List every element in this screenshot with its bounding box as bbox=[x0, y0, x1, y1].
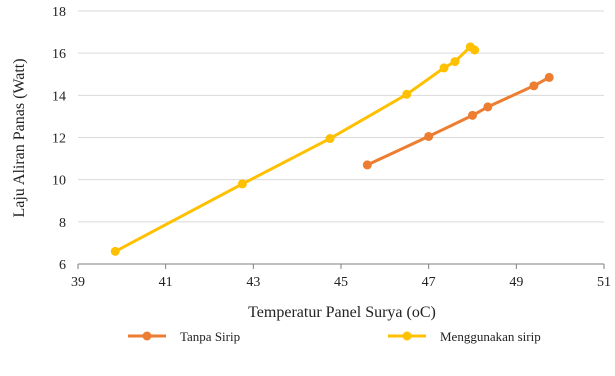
y-tick-label: 6 bbox=[59, 258, 66, 273]
y-axis-title: Laju Aliran Panas (Watt) bbox=[11, 58, 28, 217]
data-point bbox=[110, 246, 120, 256]
data-point bbox=[468, 110, 477, 120]
legend-label: Menggunakan sirip bbox=[440, 329, 541, 344]
gridlines bbox=[78, 10, 604, 223]
data-point bbox=[529, 81, 539, 91]
x-tick-labels: 39 41 43 45 47 49 51 bbox=[71, 275, 611, 290]
data-point bbox=[237, 179, 247, 189]
y-tick-labels: 6 8 10 12 14 16 18 bbox=[52, 5, 66, 273]
series-2 bbox=[110, 42, 480, 256]
y-tick-label: 16 bbox=[52, 47, 66, 62]
data-point bbox=[325, 134, 335, 144]
x-tick-label: 47 bbox=[422, 275, 436, 290]
y-tick-label: 12 bbox=[52, 132, 66, 147]
legend-label: Tanpa Sirip bbox=[180, 329, 240, 344]
legend: Tanpa Sirip Menggunakan sirip bbox=[128, 329, 541, 344]
y-tick-label: 18 bbox=[52, 5, 66, 20]
x-tick-label: 43 bbox=[246, 275, 260, 290]
legend-item: Menggunakan sirip bbox=[388, 329, 541, 344]
data-point bbox=[424, 131, 434, 141]
legend-swatch-marker bbox=[402, 331, 412, 341]
data-point bbox=[362, 160, 372, 170]
y-tick-label: 8 bbox=[59, 216, 66, 231]
series-1 bbox=[362, 72, 554, 170]
series-line bbox=[365, 75, 551, 167]
x-tick-label: 39 bbox=[71, 275, 85, 290]
axes bbox=[77, 263, 605, 269]
x-axis-title: Temperatur Panel Surya (oC) bbox=[248, 304, 436, 321]
data-point bbox=[483, 102, 493, 112]
x-tick-label: 51 bbox=[597, 275, 611, 290]
series-line bbox=[113, 45, 477, 253]
legend-swatch-marker bbox=[142, 331, 152, 341]
data-point bbox=[439, 63, 449, 73]
y-tick-label: 10 bbox=[52, 174, 66, 189]
data-point bbox=[450, 57, 460, 67]
legend-item: Tanpa Sirip bbox=[128, 329, 240, 344]
data-point bbox=[544, 72, 554, 82]
data-point bbox=[470, 45, 480, 55]
y-tick-label: 14 bbox=[52, 89, 66, 104]
x-tick-label: 45 bbox=[334, 275, 348, 290]
x-tick-label: 49 bbox=[509, 275, 523, 290]
data-point bbox=[402, 89, 412, 99]
x-tick-label: 41 bbox=[159, 275, 173, 290]
series-group bbox=[110, 42, 554, 256]
